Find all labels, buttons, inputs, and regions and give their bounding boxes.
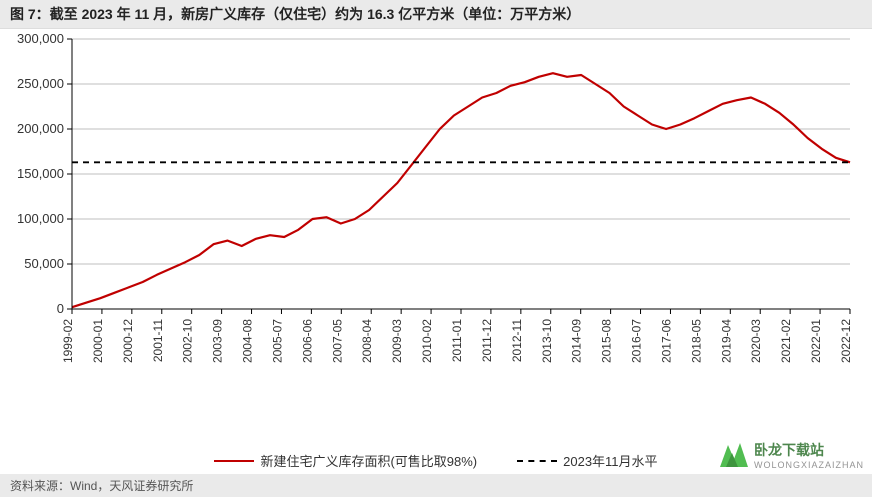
watermark-icon xyxy=(718,441,750,469)
svg-text:2001-11: 2001-11 xyxy=(151,319,165,362)
svg-text:2000-01: 2000-01 xyxy=(91,319,105,363)
svg-text:2004-08: 2004-08 xyxy=(241,319,255,363)
svg-text:0: 0 xyxy=(57,301,64,316)
svg-text:2006-06: 2006-06 xyxy=(300,319,314,363)
line-chart: 0 50,000 100,000 150,000 200,000 250,000 300,0… xyxy=(0,29,872,369)
svg-text:2009-03: 2009-03 xyxy=(390,319,404,363)
svg-text:2019-04: 2019-04 xyxy=(719,319,733,363)
legend-label: 新建住宅广义库存面积(可售比取98%) xyxy=(260,451,477,470)
svg-text:2015-08: 2015-08 xyxy=(600,319,614,363)
svg-text:250,000: 250,000 xyxy=(17,76,64,91)
chart-container: 图 7：截至 2023 年 11 月，新房广义库存（仅住宅）约为 16.3 亿平… xyxy=(0,0,872,500)
chart-area: 0 50,000 100,000 150,000 200,000 250,000 300,0… xyxy=(0,29,872,449)
watermark-text: 卧龙下载站 xyxy=(754,440,864,460)
svg-text:2007-05: 2007-05 xyxy=(330,319,344,363)
svg-text:2000-12: 2000-12 xyxy=(121,319,135,363)
chart-title: 图 7：截至 2023 年 11 月，新房广义库存（仅住宅）约为 16.3 亿平… xyxy=(0,0,872,29)
svg-text:2018-05: 2018-05 xyxy=(689,319,703,363)
svg-text:2016-07: 2016-07 xyxy=(630,319,644,363)
svg-text:2008-04: 2008-04 xyxy=(360,319,374,363)
legend-item-inventory: 新建住宅广义库存面积(可售比取98%) xyxy=(214,451,477,470)
svg-text:1999-02: 1999-02 xyxy=(61,319,75,363)
watermark-text-block: 卧龙下载站 WOLONGXIAZAIZHAN xyxy=(754,440,864,470)
svg-text:200,000: 200,000 xyxy=(17,121,64,136)
source-text: 资料来源：Wind，天风证券研究所 xyxy=(0,474,872,497)
svg-text:2014-09: 2014-09 xyxy=(570,319,584,363)
watermark-subtext: WOLONGXIAZAIZHAN xyxy=(754,460,864,470)
svg-text:150,000: 150,000 xyxy=(17,166,64,181)
svg-text:2022-12: 2022-12 xyxy=(839,319,853,363)
legend-label: 2023年11月水平 xyxy=(563,451,657,470)
watermark: 卧龙下载站 WOLONGXIAZAIZHAN xyxy=(718,440,864,470)
svg-text:2012-11: 2012-11 xyxy=(510,319,524,362)
svg-text:2002-10: 2002-10 xyxy=(181,319,195,363)
legend-swatch-solid xyxy=(214,460,254,462)
svg-text:2010-02: 2010-02 xyxy=(420,319,434,363)
legend-swatch-dashed xyxy=(517,460,557,462)
svg-text:2011-12: 2011-12 xyxy=(480,319,494,362)
svg-text:300,000: 300,000 xyxy=(17,31,64,46)
svg-text:100,000: 100,000 xyxy=(17,211,64,226)
svg-text:2020-03: 2020-03 xyxy=(749,319,763,363)
svg-text:2013-10: 2013-10 xyxy=(540,319,554,363)
svg-text:2003-09: 2003-09 xyxy=(211,319,225,363)
legend-item-2023: 2023年11月水平 xyxy=(517,451,657,470)
svg-text:2017-06: 2017-06 xyxy=(659,319,673,363)
svg-text:2021-02: 2021-02 xyxy=(779,319,793,363)
svg-text:2022-01: 2022-01 xyxy=(809,319,823,363)
svg-text:2005-07: 2005-07 xyxy=(270,319,284,363)
svg-text:2011-01: 2011-01 xyxy=(450,319,464,362)
svg-text:50,000: 50,000 xyxy=(24,256,64,271)
